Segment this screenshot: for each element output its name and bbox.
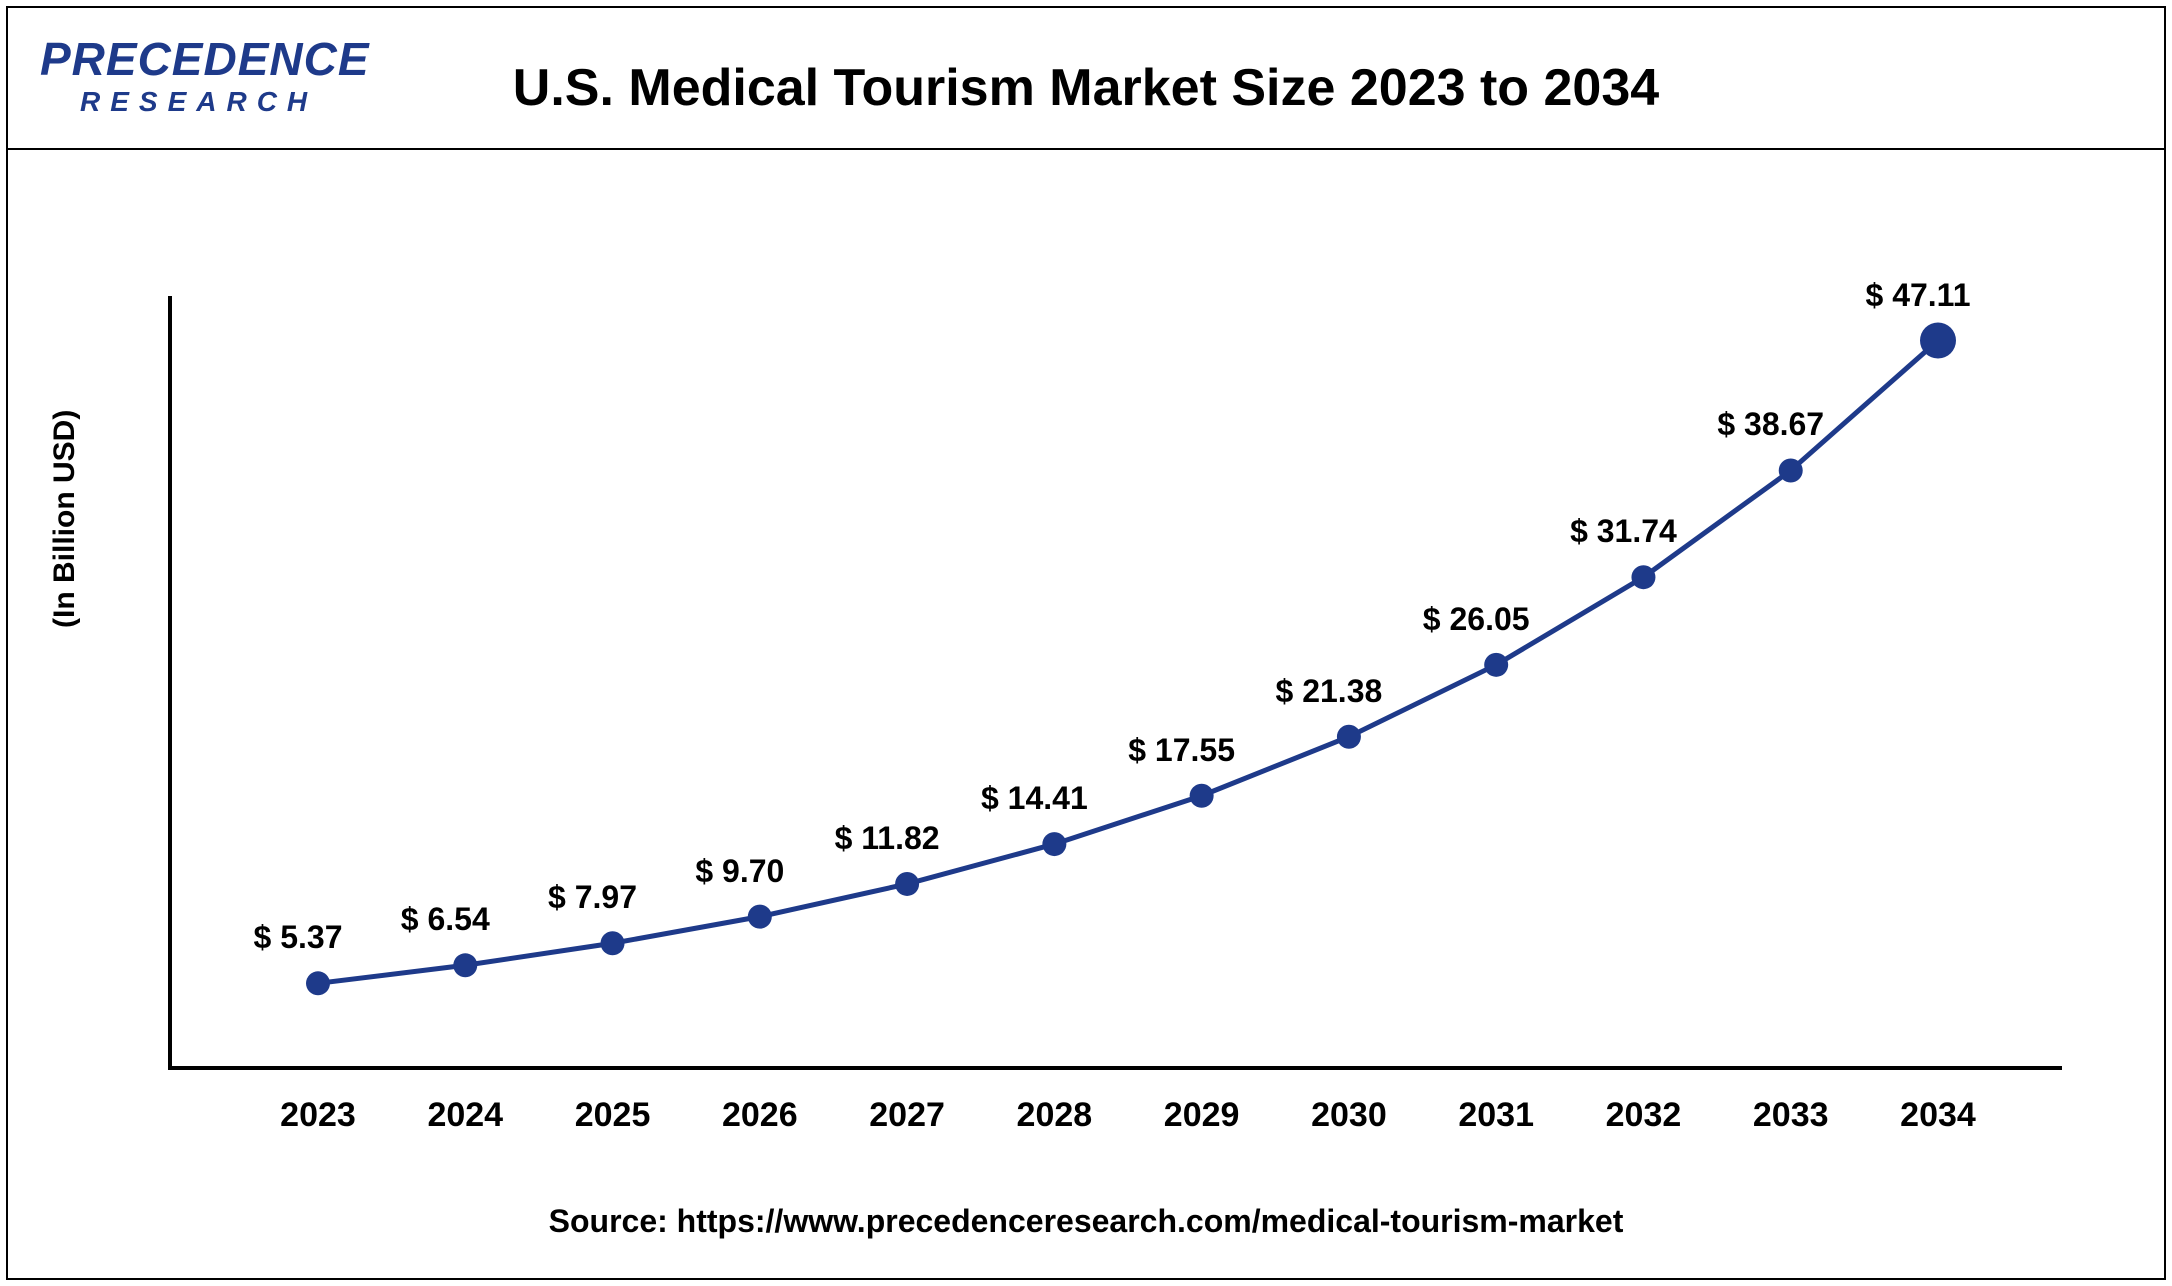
chart-title: U.S. Medical Tourism Market Size 2023 to… — [8, 58, 2164, 118]
plot-area: $ 5.372023$ 6.542024$ 7.972025$ 9.702026… — [168, 296, 2062, 1070]
data-marker — [1190, 784, 1214, 808]
data-marker — [601, 931, 625, 955]
data-value-label: $ 7.97 — [548, 879, 637, 916]
x-tick-label: 2031 — [1458, 1096, 1534, 1135]
data-value-label: $ 5.37 — [254, 919, 343, 956]
x-tick-label: 2034 — [1900, 1096, 1976, 1135]
source-caption: Source: https://www.precedenceresearch.c… — [8, 1203, 2164, 1240]
x-tick-label: 2029 — [1164, 1096, 1240, 1135]
x-tick-label: 2032 — [1606, 1096, 1682, 1135]
data-value-label: $ 38.67 — [1717, 406, 1824, 443]
data-marker — [1484, 653, 1508, 677]
data-marker — [895, 872, 919, 896]
data-value-label: $ 47.11 — [1866, 277, 1971, 314]
x-tick-label: 2028 — [1017, 1096, 1093, 1135]
x-tick-label: 2033 — [1753, 1096, 1829, 1135]
chart-frame: PRECEDENCE RESEARCH U.S. Medical Tourism… — [6, 6, 2166, 1280]
data-marker — [1631, 565, 1655, 589]
data-value-label: $ 6.54 — [401, 901, 490, 938]
data-value-label: $ 11.82 — [835, 820, 940, 857]
data-marker — [1042, 832, 1066, 856]
data-marker — [1920, 323, 1956, 359]
x-tick-label: 2030 — [1311, 1096, 1387, 1135]
data-value-label: $ 9.70 — [695, 853, 784, 890]
x-tick-label: 2023 — [280, 1096, 356, 1135]
data-value-label: $ 17.55 — [1128, 732, 1235, 769]
data-marker — [453, 953, 477, 977]
data-value-label: $ 26.05 — [1423, 601, 1530, 638]
data-marker — [1779, 458, 1803, 482]
data-value-label: $ 14.41 — [981, 780, 1088, 817]
x-tick-label: 2025 — [575, 1096, 651, 1135]
x-tick-label: 2024 — [427, 1096, 503, 1135]
data-marker — [748, 905, 772, 929]
data-value-label: $ 31.74 — [1570, 513, 1677, 550]
data-value-label: $ 21.38 — [1276, 673, 1383, 710]
data-marker — [1337, 725, 1361, 749]
data-marker — [306, 971, 330, 995]
x-tick-label: 2026 — [722, 1096, 798, 1135]
x-tick-label: 2027 — [869, 1096, 945, 1135]
y-axis-label: (In Billion USD) — [48, 410, 82, 628]
header-bar: PRECEDENCE RESEARCH U.S. Medical Tourism… — [8, 8, 2164, 150]
